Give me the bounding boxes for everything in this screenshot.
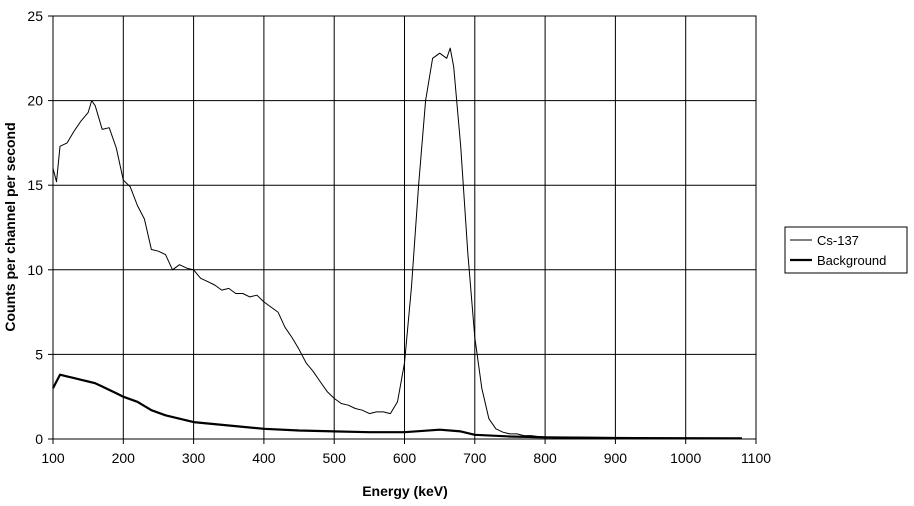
x-tick-label: 800 [533, 450, 557, 466]
x-tick-label: 100 [41, 450, 65, 466]
legend: Cs-137 Background [784, 226, 908, 274]
x-axis-title: Energy (keV) [362, 483, 448, 499]
y-axis-title: Counts per channel per second [2, 122, 18, 331]
x-tick-label: 700 [463, 450, 487, 466]
series-layer [52, 47, 742, 440]
x-axis-ticks: 100 200 300 400 500 600 700 800 900 1000 1100 [41, 439, 771, 466]
x-tick-label: 200 [112, 450, 136, 466]
x-tick-label: 900 [604, 450, 628, 466]
series-line-background [52, 373, 742, 440]
legend-label-cs137: Cs-137 [817, 233, 859, 248]
grid [53, 15, 756, 439]
y-tick-label: 0 [35, 431, 43, 447]
x-tick-label: 500 [323, 450, 347, 466]
legend-box [784, 226, 908, 274]
legend-label-background: Background [817, 253, 886, 268]
x-tick-label: 1000 [670, 450, 701, 466]
y-tick-label: 20 [27, 93, 43, 109]
y-tick-label: 10 [27, 262, 43, 278]
x-tick-label: 400 [252, 450, 276, 466]
y-tick-label: 15 [27, 177, 43, 193]
y-tick-label: 25 [27, 8, 43, 24]
x-tick-label: 300 [182, 450, 206, 466]
x-tick-label: 600 [393, 450, 417, 466]
series-line-cs-137 [52, 47, 742, 439]
y-axis-ticks: 0 5 10 15 20 25 [27, 8, 53, 447]
x-tick-label: 1100 [741, 450, 771, 466]
y-tick-label: 5 [35, 346, 43, 362]
